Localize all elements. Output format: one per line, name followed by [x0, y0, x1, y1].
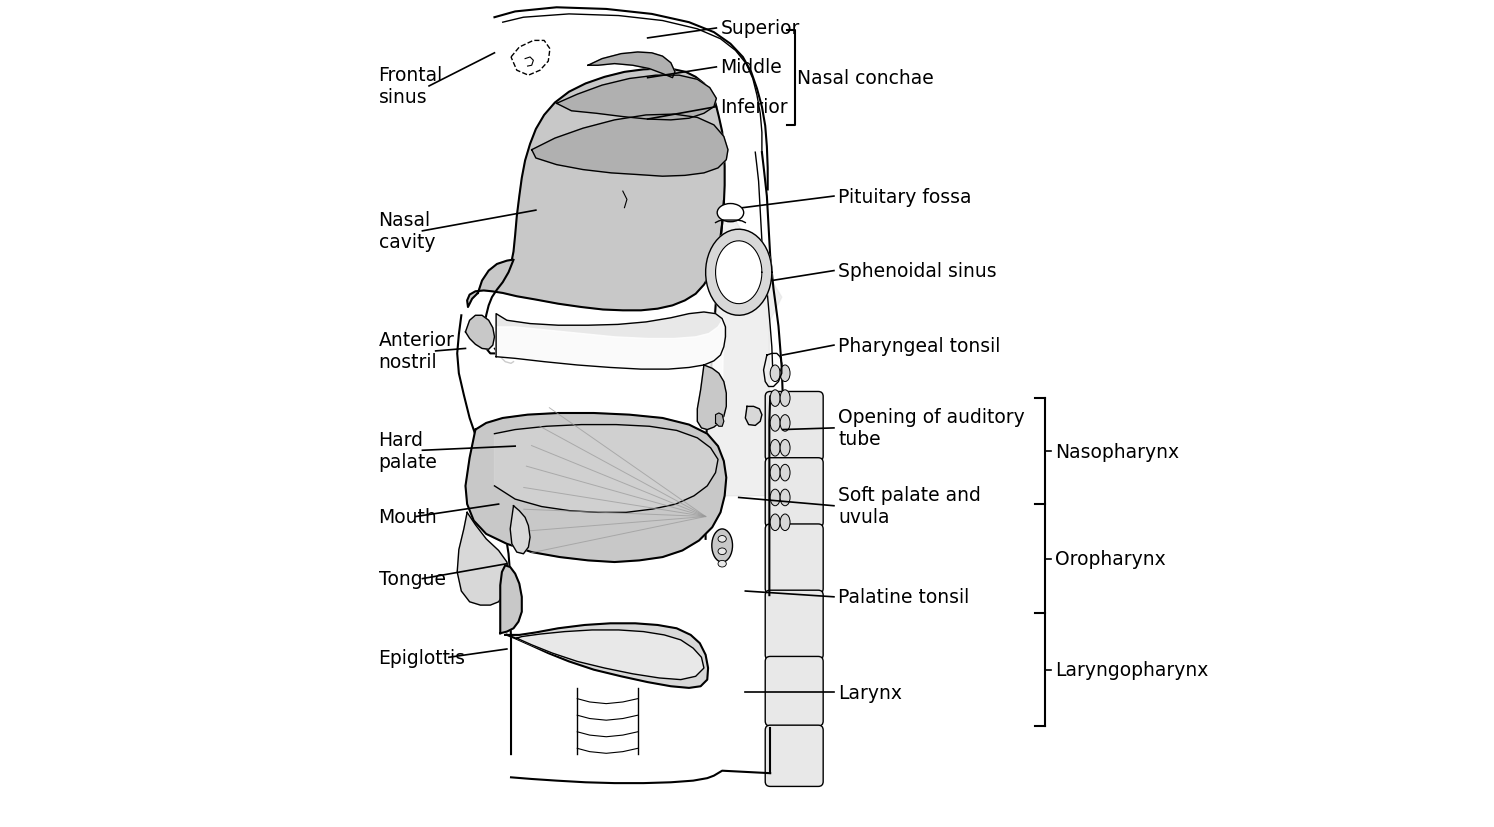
- Ellipse shape: [719, 561, 726, 567]
- Text: Inferior: Inferior: [720, 98, 789, 117]
- Text: Oropharynx: Oropharynx: [1055, 550, 1165, 568]
- Polygon shape: [495, 425, 719, 513]
- Text: Frontal
sinus: Frontal sinus: [378, 66, 442, 108]
- FancyBboxPatch shape: [765, 392, 823, 461]
- Polygon shape: [746, 407, 762, 426]
- Polygon shape: [496, 318, 723, 428]
- Ellipse shape: [780, 440, 790, 457]
- Polygon shape: [698, 366, 726, 430]
- Text: Larynx: Larynx: [838, 683, 902, 701]
- Ellipse shape: [780, 366, 790, 382]
- Text: Epiglottis: Epiglottis: [378, 648, 466, 667]
- Text: Opening of auditory
tube: Opening of auditory tube: [838, 408, 1025, 449]
- Text: Pharyngeal tonsil: Pharyngeal tonsil: [838, 337, 1001, 355]
- Text: Superior: Superior: [720, 20, 799, 38]
- Polygon shape: [466, 316, 495, 350]
- Polygon shape: [511, 41, 550, 76]
- Polygon shape: [705, 202, 781, 496]
- Polygon shape: [705, 230, 772, 316]
- Ellipse shape: [771, 465, 780, 481]
- Text: Hard
palate: Hard palate: [378, 430, 438, 471]
- FancyBboxPatch shape: [765, 657, 823, 726]
- Ellipse shape: [780, 514, 790, 531]
- FancyBboxPatch shape: [765, 590, 823, 660]
- Text: Sphenoidal sinus: Sphenoidal sinus: [838, 262, 996, 280]
- FancyBboxPatch shape: [765, 458, 823, 528]
- Ellipse shape: [771, 415, 780, 432]
- Ellipse shape: [771, 490, 780, 506]
- Text: Soft palate and
uvula: Soft palate and uvula: [838, 485, 982, 527]
- Ellipse shape: [771, 514, 780, 531]
- Polygon shape: [532, 115, 728, 177]
- Ellipse shape: [717, 204, 744, 222]
- Text: Tongue: Tongue: [378, 570, 445, 588]
- FancyBboxPatch shape: [765, 524, 823, 594]
- Text: Laryngopharynx: Laryngopharynx: [1055, 661, 1209, 679]
- Ellipse shape: [719, 548, 726, 555]
- Polygon shape: [457, 513, 508, 605]
- Polygon shape: [505, 624, 708, 688]
- Polygon shape: [466, 414, 726, 562]
- Text: Nasal conchae: Nasal conchae: [796, 69, 934, 88]
- Ellipse shape: [780, 390, 790, 407]
- Text: Nasopharynx: Nasopharynx: [1055, 442, 1179, 461]
- Text: Nasal
cavity: Nasal cavity: [378, 211, 435, 252]
- Text: Mouth: Mouth: [378, 508, 438, 526]
- Ellipse shape: [771, 390, 780, 407]
- Text: Middle: Middle: [720, 59, 783, 77]
- Ellipse shape: [771, 366, 780, 382]
- Polygon shape: [468, 69, 725, 311]
- Polygon shape: [500, 566, 521, 633]
- Polygon shape: [716, 241, 762, 304]
- FancyBboxPatch shape: [765, 725, 823, 786]
- Ellipse shape: [771, 440, 780, 457]
- Ellipse shape: [719, 536, 726, 543]
- Text: Anterior
nostril: Anterior nostril: [378, 331, 454, 372]
- Polygon shape: [716, 414, 723, 427]
- Polygon shape: [589, 53, 675, 79]
- Polygon shape: [496, 313, 726, 370]
- Polygon shape: [557, 76, 716, 121]
- Polygon shape: [509, 506, 530, 554]
- Text: Pituitary fossa: Pituitary fossa: [838, 188, 971, 206]
- Ellipse shape: [780, 465, 790, 481]
- Text: Palatine tonsil: Palatine tonsil: [838, 588, 970, 606]
- Ellipse shape: [711, 529, 732, 562]
- Polygon shape: [517, 630, 704, 680]
- Ellipse shape: [780, 490, 790, 506]
- Ellipse shape: [780, 415, 790, 432]
